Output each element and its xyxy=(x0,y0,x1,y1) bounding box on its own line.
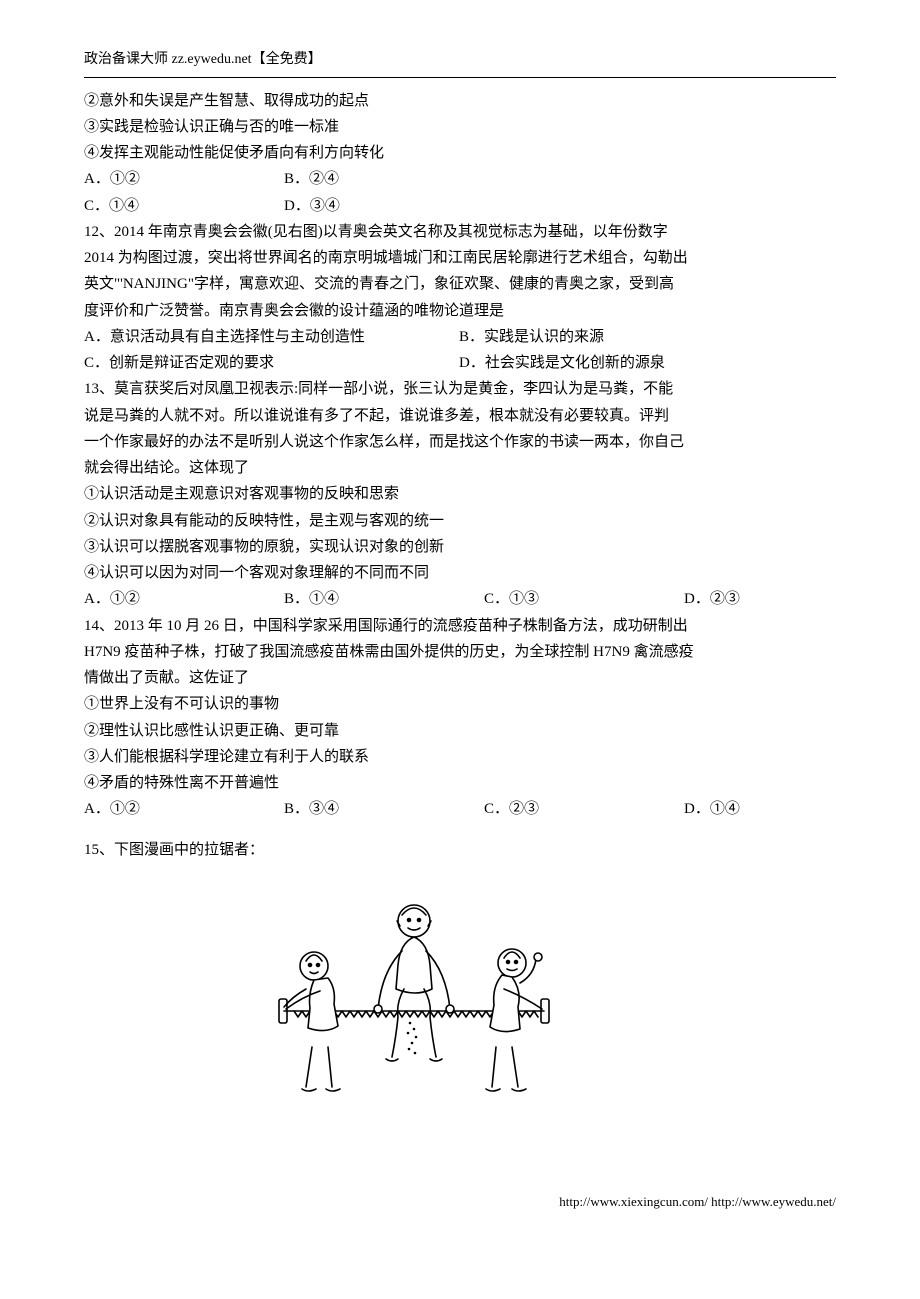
q13-options: A．①② B．①④ C．①③ D．②③ xyxy=(84,586,836,612)
q14-choice-4: ④矛盾的特殊性离不开普遍性 xyxy=(84,770,836,796)
q11-choice-3: ③实践是检验认识正确与否的唯一标准 xyxy=(84,114,836,140)
q14-choice-2: ②理性认识比感性认识更正确、更可靠 xyxy=(84,718,836,744)
q11-choice-2: ②意外和失误是产生智慧、取得成功的起点 xyxy=(84,88,836,114)
q11-options-row2: C．①④ D．③④ xyxy=(84,193,836,219)
q13-opt-d: D．②③ xyxy=(684,586,884,612)
q14-opt-a: A．①② xyxy=(84,796,284,822)
q12-opt-c: C．创新是辩证否定观的要求 xyxy=(84,350,459,376)
q12-opt-d: D．社会实践是文化创新的源泉 xyxy=(459,350,665,376)
q14-choice-1: ①世界上没有不可认识的事物 xyxy=(84,691,836,717)
q14-choice-3: ③人们能根据科学理论建立有利于人的联系 xyxy=(84,744,836,770)
q13-stem-4: 就会得出结论。这体现了 xyxy=(84,455,836,481)
q12-stem-4: 度评价和广泛赞誉。南京青奥会会徽的设计蕴涵的唯物论道理是 xyxy=(84,298,836,324)
page-footer: http://www.xiexingcun.com/ http://www.ey… xyxy=(84,1191,836,1214)
q11-opt-c: C．①④ xyxy=(84,193,284,219)
q14-opt-c: C．②③ xyxy=(484,796,684,822)
q13-choice-3: ③认识可以摆脱客观事物的原貌，实现认识对象的创新 xyxy=(84,534,836,560)
q14-opt-b: B．③④ xyxy=(284,796,484,822)
page-header: 政治备课大师 zz.eywedu.net【全免费】 xyxy=(84,48,836,78)
q11-opt-a: A．①② xyxy=(84,166,284,192)
q13-choice-1: ①认识活动是主观意识对客观事物的反映和思索 xyxy=(84,481,836,507)
q13-stem-2: 说是马粪的人就不对。所以谁说谁有多了不起，谁说谁多差，根本就没有必要较真。评判 xyxy=(84,403,836,429)
q12-options-row2: C．创新是辩证否定观的要求 D．社会实践是文化创新的源泉 xyxy=(84,350,836,376)
cartoon-figure xyxy=(264,871,564,1111)
cartoon-icon xyxy=(264,871,564,1111)
q14-options: A．①② B．③④ C．②③ D．①④ xyxy=(84,796,836,822)
q11-options-row1: A．①② B．②④ xyxy=(84,166,836,192)
q12-stem-2: 2014 为构图过渡，突出将世界闻名的南京明城墙城门和江南民居轮廓进行艺术组合，… xyxy=(84,245,836,271)
q13-choice-4: ④认识可以因为对同一个客观对象理解的不同而不同 xyxy=(84,560,836,586)
q13-opt-b: B．①④ xyxy=(284,586,484,612)
q14-stem-1: 14、2013 年 10 月 26 日，中国科学家采用国际通行的流感疫苗种子株制… xyxy=(84,613,836,639)
q12-opt-b: B．实践是认识的来源 xyxy=(459,324,604,350)
q13-stem-3: 一个作家最好的办法不是听别人说这个作家怎么样，而是找这个作家的书读一两本，你自己 xyxy=(84,429,836,455)
q12-options-row1: A．意识活动具有自主选择性与主动创造性 B．实践是认识的来源 xyxy=(84,324,836,350)
q15-stem: 15、下图漫画中的拉锯者： xyxy=(84,837,836,863)
q12-stem-1: 12、2014 年南京青奥会会徽(见右图)以青奥会英文名称及其视觉标志为基础，以… xyxy=(84,219,836,245)
q13-opt-a: A．①② xyxy=(84,586,284,612)
q14-stem-3: 情做出了贡献。这佐证了 xyxy=(84,665,836,691)
q11-opt-d: D．③④ xyxy=(284,193,484,219)
q11-choice-4: ④发挥主观能动性能促使矛盾向有利方向转化 xyxy=(84,140,836,166)
q11-opt-b: B．②④ xyxy=(284,166,484,192)
q14-stem-2: H7N9 疫苗种子株，打破了我国流感疫苗株需由国外提供的历史，为全球控制 H7N… xyxy=(84,639,836,665)
q14-opt-d: D．①④ xyxy=(684,796,884,822)
q13-stem-1: 13、莫言获奖后对凤凰卫视表示:同样一部小说，张三认为是黄金，李四认为是马粪，不… xyxy=(84,376,836,402)
q13-choice-2: ②认识对象具有能动的反映特性，是主观与客观的统一 xyxy=(84,508,836,534)
q13-opt-c: C．①③ xyxy=(484,586,684,612)
q12-opt-a: A．意识活动具有自主选择性与主动创造性 xyxy=(84,324,459,350)
q12-stem-3: 英文"'NANJING"字样，寓意欢迎、交流的青春之门，象征欢聚、健康的青奥之家… xyxy=(84,271,836,297)
